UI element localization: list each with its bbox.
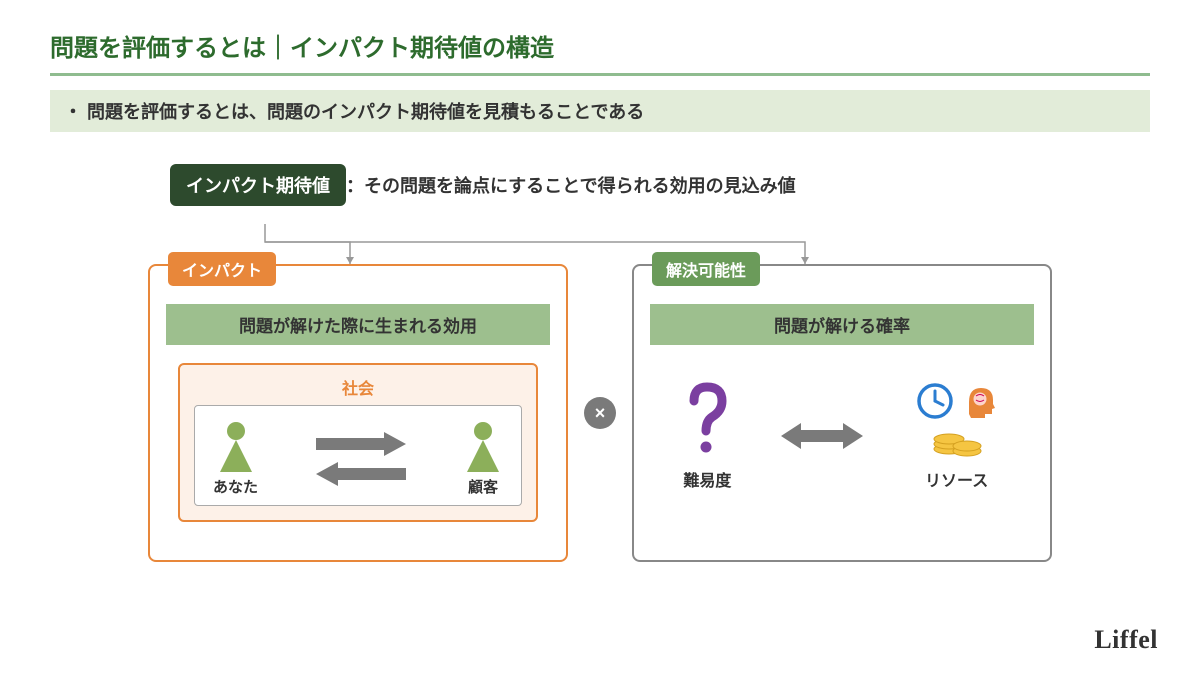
arrow-right-icon [316,432,406,456]
resource-icons [912,382,1002,457]
impact-box: インパクト 問題が解けた際に生まれる効用 社会 あなた [148,264,568,562]
society-label: 社会 [194,375,522,399]
brain-head-icon [959,382,997,420]
impact-header: 問題が解けた際に生まれる効用 [166,304,550,345]
slide-title: 問題を評価するとは｜インパクト期待値の構造 [50,28,1150,76]
customer-label: 顧客 [468,476,498,497]
clock-icon [916,382,954,420]
definition-row: インパクト期待値 ：その問題を論点にすることで得られる効用の見込み値 [170,164,1150,206]
resource-col: リソース [912,382,1002,491]
subtitle-bar: 問題を評価するとは、問題のインパクト期待値を見積もることである [50,90,1150,132]
difficulty-label: 難易度 [683,467,731,491]
you-label: あなた [213,476,258,497]
coins-icon [931,425,983,457]
difficulty-col: 難易度 [682,381,732,491]
resource-label: リソース [925,467,988,491]
exchange-arrows [316,432,406,486]
definition-term-pill: インパクト期待値 [170,164,346,206]
you-customer-box: あなた 顧客 [194,405,522,506]
arrow-left-icon [316,462,406,486]
person-you: あなた [213,420,258,497]
solvability-tag: 解決可能性 [652,252,760,286]
solvability-header: 問題が解ける確率 [650,304,1034,345]
boxes-row: インパクト 問題が解けた際に生まれる効用 社会 あなた [50,264,1150,562]
person-icon [216,420,256,472]
society-box: 社会 あなた [178,363,538,522]
definition-text: ：その問題を論点にすることで得られる効用の見込み値 [346,172,796,198]
multiply-icon: × [584,397,616,429]
impact-tag: インパクト [168,252,276,286]
person-icon [463,420,503,472]
double-arrow-icon [781,421,863,451]
solvability-box: 解決可能性 問題が解ける確率 難易度 [632,264,1052,562]
logo: Liffel [1094,625,1158,655]
solvability-content: 難易度 [650,363,1034,491]
person-customer: 顧客 [463,420,503,497]
question-icon [682,381,732,457]
